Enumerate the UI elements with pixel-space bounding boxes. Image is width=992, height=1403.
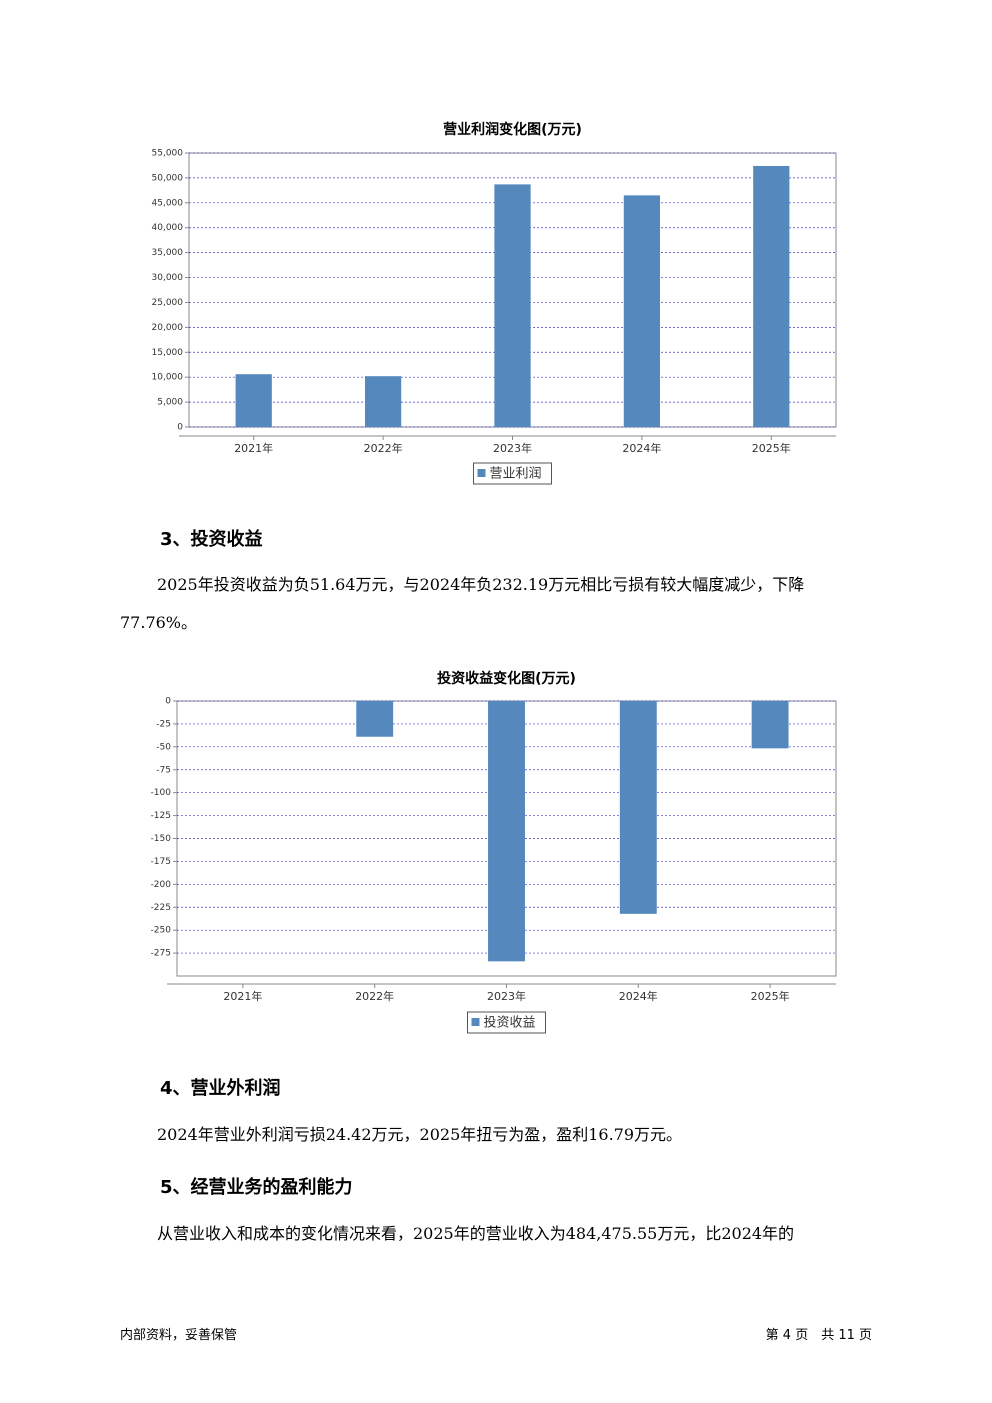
footer-left: 内部资料，妥善保管: [120, 1328, 238, 1343]
y-tick-label: -50: [156, 742, 171, 752]
y-tick-label: 5,000: [157, 398, 183, 408]
paragraph: 2024年营业外利润亏损24.42万元，2025年扭亏为盈，盈利16.79万元。: [157, 1125, 683, 1144]
x-tick-label: 2022年: [364, 441, 403, 455]
bar: [488, 701, 525, 962]
y-tick-label: -250: [151, 926, 172, 936]
legend-swatch: [471, 1018, 480, 1026]
x-tick-label: 2021年: [234, 441, 273, 455]
y-tick-label: 25,000: [152, 298, 184, 308]
heading: 4、营业外利润: [160, 1078, 281, 1099]
chart-title: 投资收益变化图(万元): [437, 670, 576, 687]
legend-box: [473, 462, 552, 485]
chart-title: 营业利润变化图(万元): [443, 121, 582, 138]
x-tick-label: 2025年: [751, 989, 790, 1003]
bar: [494, 184, 531, 427]
y-tick-label: -25: [156, 719, 171, 729]
y-tick-label: -125: [151, 811, 171, 821]
x-tick-label: 2025年: [752, 441, 791, 455]
legend-swatch: [477, 469, 486, 477]
y-tick-label: 55,000: [152, 149, 184, 159]
bar: [619, 701, 657, 914]
bar: [235, 374, 272, 427]
x-tick-label: 2023年: [487, 989, 526, 1003]
y-tick-label: 10,000: [152, 373, 184, 383]
legend-label: 投资收益: [484, 1015, 536, 1031]
y-tick-label: -150: [151, 834, 172, 844]
heading: 3、投资收益: [160, 529, 263, 550]
y-tick-label: 30,000: [152, 273, 184, 283]
footer-right: 第 4 页 共 11 页: [765, 1328, 872, 1343]
y-tick-label: -200: [151, 880, 172, 890]
x-tick-label: 2024年: [619, 989, 658, 1003]
x-tick-label: 2022年: [355, 989, 394, 1003]
y-tick-label: 35,000: [152, 248, 184, 258]
y-tick-label: 45,000: [152, 198, 184, 208]
y-tick-label: 20,000: [152, 323, 184, 333]
y-tick-label: -275: [151, 949, 171, 959]
y-tick-label: -225: [151, 903, 171, 913]
paragraph: 2025年投资收益为负51.64万元，与2024年负232.19万元相比亏损有较…: [120, 575, 805, 632]
x-tick-label: 2023年: [493, 441, 532, 455]
x-tick-label: 2024年: [622, 441, 661, 455]
y-tick-label: -75: [156, 765, 171, 775]
y-tick-label: 15,000: [152, 348, 184, 358]
y-tick-label: 40,000: [152, 223, 184, 233]
x-tick-label: 2021年: [223, 989, 262, 1003]
bar: [356, 701, 394, 737]
bar: [623, 195, 661, 427]
y-tick-label: 0: [177, 423, 183, 433]
legend-label: 营业利润: [490, 467, 542, 482]
y-tick-label: -100: [151, 788, 172, 798]
y-tick-label: 50,000: [152, 173, 184, 183]
bar: [364, 376, 402, 427]
legend-box: [467, 1011, 546, 1034]
heading: 5、经营业务的盈利能力: [160, 1177, 353, 1198]
bar: [753, 165, 790, 427]
y-tick-label: -175: [151, 857, 171, 867]
paragraph: 从营业收入和成本的变化情况来看，2025年的营业收入为484,475.55万元，…: [157, 1224, 795, 1243]
bar: [751, 701, 789, 749]
y-tick-label: 0: [165, 697, 171, 707]
